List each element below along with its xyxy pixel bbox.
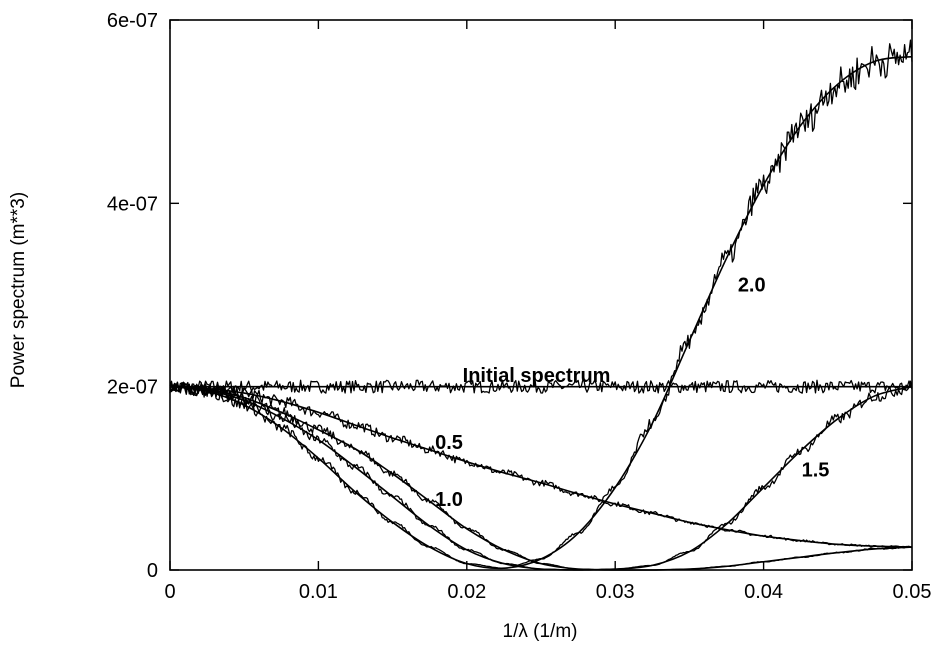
series-noisy-trace-3 — [169, 380, 913, 571]
x-axis-title: 1/λ (1/m) — [503, 621, 578, 642]
series-noisy-trace-4 — [169, 39, 913, 569]
x-tick-label: 0.05 — [893, 581, 932, 603]
curve-label-0: Initial spectrum — [463, 365, 611, 387]
curve-label-4: 2.0 — [738, 274, 766, 296]
series-noisy-trace-2 — [169, 381, 913, 571]
y-axis-title: Power spectrum (m**3) — [8, 192, 29, 388]
series-curves — [169, 39, 913, 571]
x-tick-label: 0.03 — [596, 581, 635, 603]
x-tick-label: 0.01 — [299, 581, 338, 603]
y-tick-label: 2e-07 — [107, 377, 158, 399]
series-line-4 — [169, 55, 913, 570]
curve-label-1: 0.5 — [435, 432, 463, 454]
y-tick-label: 4e-07 — [107, 193, 158, 215]
x-tick-label: 0 — [164, 581, 175, 603]
curve-annotations: Initial spectrum 0.5 1.0 1.5 2.0 — [435, 274, 829, 511]
y-tick-label: 6e-07 — [107, 10, 158, 32]
x-tick-label: 0.02 — [447, 581, 486, 603]
series-noisy-trace-1 — [169, 381, 913, 549]
y-tick-label: 0 — [147, 560, 158, 582]
axis-ticks: 0 0.01 0.02 0.03 0.04 0.05 0 2e-07 4e-07 6e-07 — [107, 10, 932, 603]
curve-label-2: 1.0 — [435, 489, 463, 511]
series-noisy-trace-0 — [169, 379, 913, 394]
plot-frame — [169, 19, 913, 571]
plot-area-border — [169, 19, 913, 571]
curve-label-3: 1.5 — [802, 460, 830, 482]
x-tick-label: 0.04 — [744, 581, 783, 603]
